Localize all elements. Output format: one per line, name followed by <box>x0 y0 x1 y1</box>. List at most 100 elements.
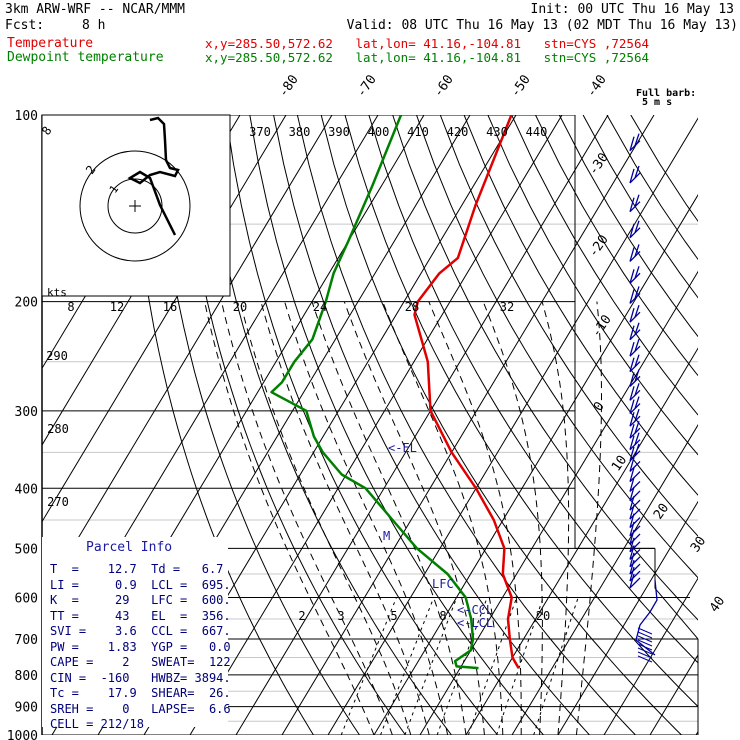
wind-barb <box>637 627 653 635</box>
wind-barb <box>634 194 640 207</box>
valid-time: Valid: 08 UTC Thu 16 May 13 (02 MDT Thu … <box>346 18 738 33</box>
mixing-ratio-line <box>467 597 518 735</box>
theta-label: 290 <box>46 349 68 363</box>
dry-adiabat <box>273 115 590 735</box>
wind-barb <box>634 443 640 456</box>
mixing-ratio-line <box>496 597 544 735</box>
barb-legend-title: Full barb: <box>636 88 696 99</box>
dry-adiabat <box>344 115 698 708</box>
dry-adiabat <box>558 115 698 338</box>
wind-barb <box>634 304 640 318</box>
isotherm <box>695 730 698 735</box>
wind-barb <box>629 223 635 238</box>
sounding-annotation: <-EL <box>388 441 417 455</box>
isotherm-label: 20 <box>651 501 672 522</box>
wind-barb <box>629 399 635 414</box>
theta-label: 430 <box>486 125 508 139</box>
wind-barb <box>637 647 653 655</box>
parcel-info-title: Parcel Info <box>86 540 173 555</box>
hodo-speed-label: 8 <box>67 300 74 314</box>
hodo-speed-label: 32 <box>500 300 514 314</box>
hodo-speed-label: 16 <box>163 300 177 314</box>
barb-legend-units: 5 m s <box>642 97 672 108</box>
mixing-ratio-label: 3 <box>337 609 344 623</box>
hodo-speed-label: 12 <box>110 300 124 314</box>
isotherm-label: 40 <box>707 594 728 615</box>
parcel-info-row: K = 29 LFC = 600. <box>50 593 231 607</box>
wind-barb <box>629 308 635 323</box>
wind-barb <box>637 655 653 663</box>
model-title: 3km ARW-WRF -- NCAR/MMM <box>5 2 186 17</box>
wind-barb <box>629 508 641 520</box>
wind-barb <box>637 631 653 639</box>
parcel-info-row: LI = 0.9 LCL = 695. <box>50 577 231 592</box>
wind-barb <box>629 446 635 461</box>
wind-barb <box>629 559 635 575</box>
wind-barb <box>629 548 641 560</box>
wind-barb <box>629 545 635 560</box>
wind-barb <box>629 481 641 492</box>
pressure-label-400: 400 <box>15 482 38 497</box>
pressure-label-800: 800 <box>15 669 38 684</box>
dry-adiabat <box>249 115 544 735</box>
wind-barb <box>629 525 641 537</box>
mixing-ratio-line <box>380 597 435 735</box>
forecast-hour: 8 h <box>82 18 106 33</box>
isotherm <box>649 654 698 735</box>
isotherm-label: -10 <box>589 312 615 340</box>
wind-barb <box>629 168 635 184</box>
moist-adiabat <box>221 301 393 735</box>
mixing-ratio-line <box>340 597 397 735</box>
wind-barb <box>635 579 658 656</box>
dry-adiabat <box>535 115 698 377</box>
dry-adiabat <box>487 115 698 456</box>
pressure-label-1000: 1000 <box>7 729 38 740</box>
dewpoint-location: x,y=285.50,572.62 lat,lon= 41.16,-104.81… <box>205 50 650 65</box>
moist-adiabat <box>311 301 467 735</box>
parcel-info-rows: T = 12.7 Td = 6.7 LI = 0.9 LCL = 695. K = … <box>50 562 231 733</box>
mixing-ratio-line <box>404 597 458 735</box>
mixing-ratio-label: 8 <box>439 609 446 623</box>
dry-adiabat <box>320 115 682 735</box>
isotherm <box>603 577 698 735</box>
isotherm-label: -20 <box>586 232 612 260</box>
isotherm <box>419 270 698 735</box>
wind-barb <box>629 533 641 545</box>
hodo-speed-label: 20 <box>233 300 247 314</box>
wind-barb <box>629 386 635 401</box>
wind-barb <box>629 521 635 537</box>
isotherm <box>42 115 333 600</box>
temperature-location: x,y=285.50,572.62 lat,lon= 41.16,-104.81… <box>205 36 650 51</box>
wind-barb <box>629 457 635 472</box>
isotherm <box>281 115 655 735</box>
wind-barb <box>634 383 640 396</box>
dewpoint-legend: Dewpoint temperature <box>7 50 164 65</box>
parcel-info-box: Parcel Info T = 12.7 Td = 6.7 LI = 0.9 LC… <box>42 537 231 731</box>
dry-adiabat <box>225 115 498 735</box>
wind-barb <box>634 408 640 422</box>
dry-adiabat <box>296 115 636 735</box>
theta-label: 420 <box>447 125 469 139</box>
wind-barb <box>637 639 653 647</box>
hodograph-ring <box>79 150 191 262</box>
parcel-info-row: Tc = 17.9 SHEAR= 26. <box>50 686 231 700</box>
theta-label: 270 <box>47 495 69 509</box>
isotherm <box>511 424 698 735</box>
wind-barb <box>629 541 641 553</box>
wind-barb <box>629 247 635 262</box>
wind-barb <box>629 486 635 502</box>
mixing-ratio-label: 2 <box>298 609 305 623</box>
wind-barb <box>629 325 635 340</box>
isotherm <box>465 347 698 735</box>
moist-adiabat <box>239 301 412 735</box>
wind-barb <box>629 269 635 284</box>
mixing-ratio-label: 20 <box>536 609 550 623</box>
wind-barb <box>629 570 641 582</box>
isotherm-label: 30 <box>688 534 709 555</box>
hodograph-trace <box>127 116 180 236</box>
parcel-info-row: T = 12.7 Td = 6.7 <box>50 562 224 576</box>
init-time: Init: 00 UTC Thu 16 May 13 <box>530 2 735 17</box>
parcel-info-row: SREH = 0 LAPSE= 6.6 <box>50 701 231 716</box>
hodo-speed-label: 28 <box>405 300 419 314</box>
isotherm <box>557 500 698 735</box>
